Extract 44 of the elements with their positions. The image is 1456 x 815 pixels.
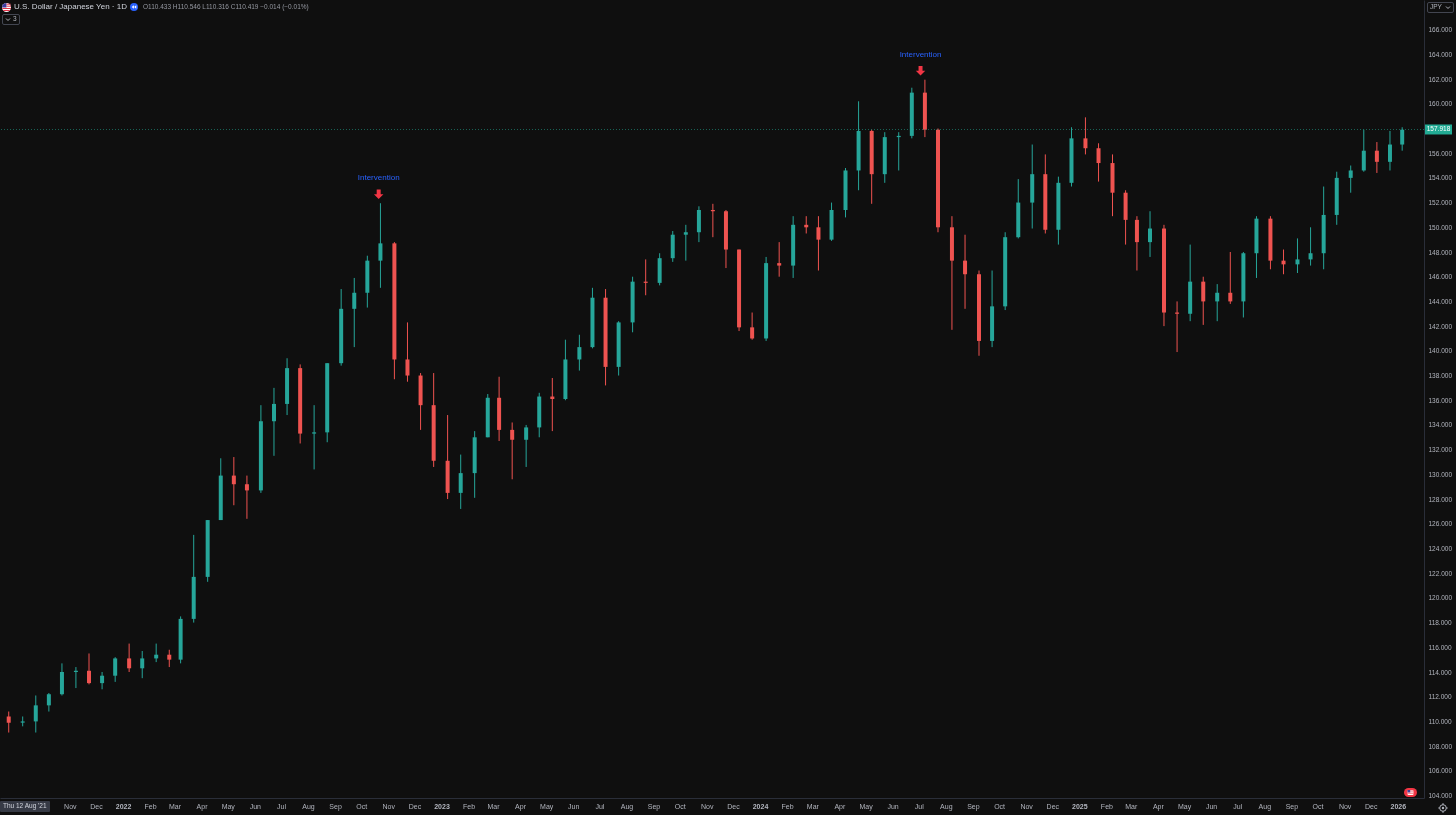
candlestick (524, 424, 529, 468)
candlestick (696, 205, 701, 243)
candlestick (1348, 165, 1353, 194)
candlestick (670, 230, 675, 263)
candlestick (113, 656, 118, 683)
chart-title: U.S. Dollar / Japanese Yen · 1D (14, 2, 127, 11)
candlestick (1148, 210, 1153, 258)
candlestick (1295, 237, 1300, 274)
candlestick (59, 662, 64, 696)
candlestick (1374, 141, 1379, 174)
candlestick (378, 202, 383, 289)
candlestick (312, 404, 317, 470)
candlestick (87, 652, 91, 685)
candlestick (1215, 283, 1220, 322)
candlestick (140, 650, 145, 679)
candlestick (816, 215, 821, 272)
candlestick (683, 224, 688, 262)
candlestick (127, 643, 132, 673)
candlestick (510, 421, 515, 480)
candlestick (352, 277, 357, 348)
candlestick (33, 694, 38, 734)
candlestick (100, 671, 105, 690)
candlestick (1308, 226, 1313, 267)
candlestick (1201, 276, 1206, 326)
candlestick (6, 711, 11, 734)
candlestick (750, 312, 755, 341)
candlestick (1400, 126, 1405, 152)
annotation: Intervention (357, 173, 400, 183)
candlestick (231, 456, 236, 506)
candlestick (1361, 129, 1366, 173)
candlestick (963, 234, 968, 310)
candlestick (577, 334, 582, 372)
annotation: Intervention (899, 49, 942, 59)
candlestick (1083, 116, 1088, 155)
candlestick (1096, 142, 1101, 183)
candlestick (405, 321, 410, 383)
candlestick (1134, 215, 1139, 272)
candlestick (458, 454, 463, 510)
candlestick (46, 692, 51, 713)
candlestick (777, 241, 782, 278)
candlestick (1228, 251, 1233, 305)
candlestick (244, 475, 249, 520)
candlestick (1387, 130, 1392, 171)
candlestick (271, 387, 276, 457)
